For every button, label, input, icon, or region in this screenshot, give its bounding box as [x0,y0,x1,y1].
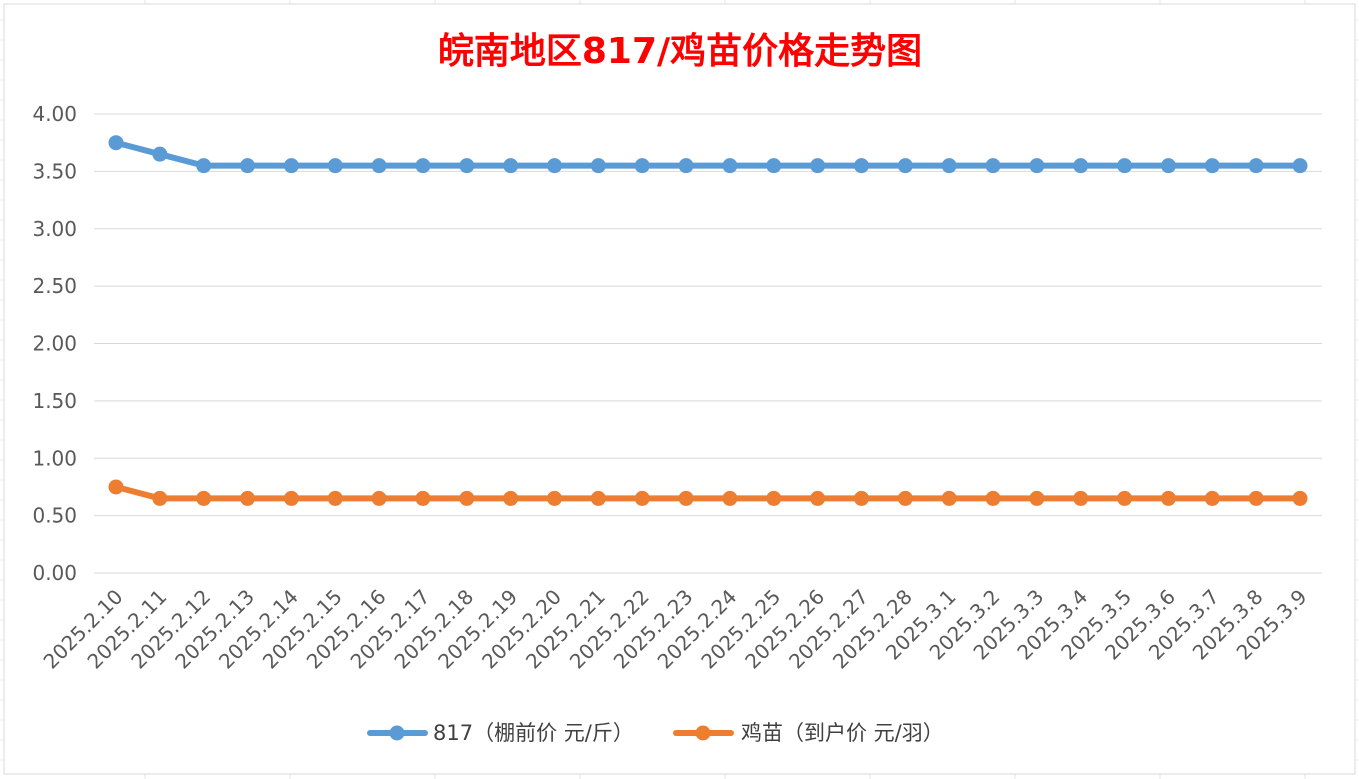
data-point[interactable] [722,490,738,506]
data-point[interactable] [415,158,431,174]
y-tick-label: 3.50 [32,159,77,183]
data-point[interactable] [766,490,782,506]
legend-label: 817（棚前价 元/斤） [433,721,634,745]
data-point[interactable] [459,490,475,506]
legend-item[interactable]: 鸡苗（到户价 元/羽） [673,721,944,745]
data-point[interactable] [459,158,475,174]
y-tick-label: 2.50 [32,274,77,298]
data-point[interactable] [853,158,869,174]
data-point[interactable] [1073,490,1089,506]
chart-title[interactable]: 皖南地区817/鸡苗价格走势图 [438,31,922,72]
data-point[interactable] [1117,158,1133,174]
y-tick-label: 0.00 [32,561,77,585]
data-point[interactable] [941,158,957,174]
legend-swatch-marker [695,725,711,741]
y-axis: 0.00 0.50 1.00 1.50 2.00 2.50 3.00 3.50 4.00 [32,102,77,585]
legend-swatch-marker [389,725,405,741]
data-point[interactable] [415,490,431,506]
data-point[interactable] [1248,158,1264,174]
data-point[interactable] [985,158,1001,174]
data-point[interactable] [985,490,1001,506]
data-point[interactable] [371,490,387,506]
data-point[interactable] [283,490,299,506]
data-point[interactable] [634,490,650,506]
data-point[interactable] [152,146,168,162]
chart-area[interactable] [3,3,1356,775]
data-point[interactable] [503,490,519,506]
data-point[interactable] [722,158,738,174]
series-group[interactable] [108,135,1308,174]
y-tick-label: 1.00 [32,446,77,470]
y-tick-label: 1.50 [32,389,77,413]
gridlines [94,113,1322,574]
data-point[interactable] [283,158,299,174]
data-point[interactable] [1117,490,1133,506]
data-point[interactable] [371,158,387,174]
data-point[interactable] [108,479,124,495]
data-point[interactable] [1029,158,1045,174]
data-point[interactable] [196,490,212,506]
data-point[interactable] [1248,490,1264,506]
data-point[interactable] [897,158,913,174]
data-point[interactable] [766,158,782,174]
data-point[interactable] [327,490,343,506]
data-point[interactable] [503,158,519,174]
data-point[interactable] [810,490,826,506]
data-point[interactable] [196,158,212,174]
data-point[interactable] [1204,490,1220,506]
data-point[interactable] [634,158,650,174]
series-line[interactable] [113,139,1303,169]
legend-item[interactable]: 817（棚前价 元/斤） [367,721,634,745]
data-point[interactable] [108,135,124,151]
series-line[interactable] [113,483,1303,502]
data-point[interactable] [1292,490,1308,506]
series-group[interactable] [108,479,1308,506]
data-point[interactable] [810,158,826,174]
y-tick-label: 0.50 [32,504,77,528]
data-point[interactable] [853,490,869,506]
data-point[interactable] [547,490,563,506]
data-point[interactable] [1160,490,1176,506]
y-tick-label: 3.00 [32,217,77,241]
data-point[interactable] [590,490,606,506]
data-point[interactable] [590,158,606,174]
data-point[interactable] [547,158,563,174]
data-point[interactable] [1073,158,1089,174]
y-tick-label: 2.00 [32,332,77,356]
legend[interactable]: 817（棚前价 元/斤） 鸡苗（到户价 元/羽） [367,721,944,745]
data-point[interactable] [1292,158,1308,174]
data-point[interactable] [678,158,694,174]
data-point[interactable] [240,490,256,506]
data-point[interactable] [897,490,913,506]
data-point[interactable] [1160,158,1176,174]
data-point[interactable] [240,158,256,174]
data-point[interactable] [678,490,694,506]
legend-label: 鸡苗（到户价 元/羽） [741,721,944,745]
data-point[interactable] [152,490,168,506]
data-point[interactable] [941,490,957,506]
data-point[interactable] [1204,158,1220,174]
data-point[interactable] [327,158,343,174]
y-tick-label: 4.00 [32,102,77,126]
data-point[interactable] [1029,490,1045,506]
plot-area[interactable] [108,135,1308,506]
